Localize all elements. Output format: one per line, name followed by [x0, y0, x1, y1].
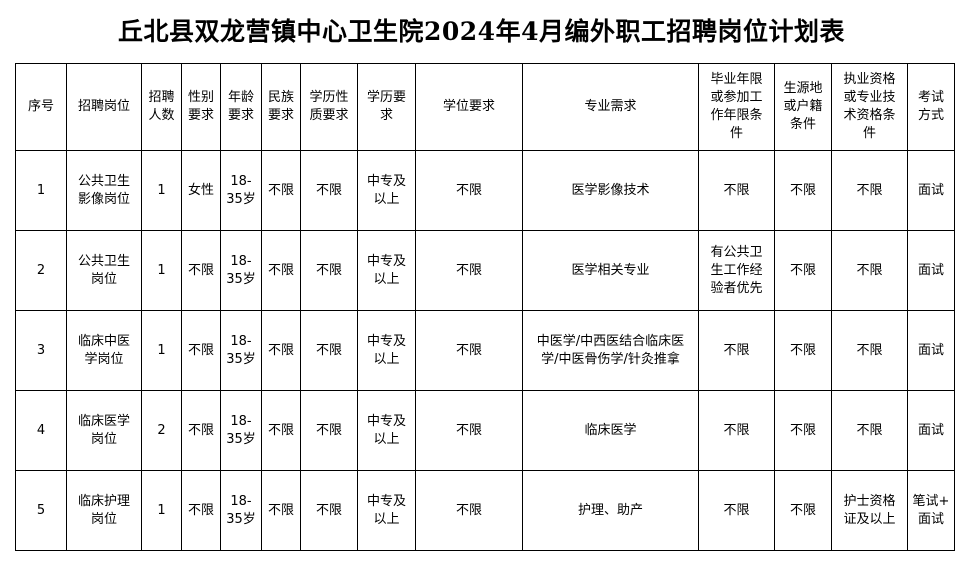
header-work-years: 毕业年限 或参加工 作年限条 件	[698, 63, 775, 151]
cell-qualification: 不限	[831, 150, 908, 231]
cell-major: 医学相关专业	[522, 230, 699, 311]
table-row: 4 临床医学 岗位 2 不限 18- 35岁 不限 不限 中专及 以上 不限 临床医学 不限 不限 不限…	[15, 390, 955, 471]
header-count: 招聘 人数	[141, 63, 182, 151]
header-age: 年龄 要求	[220, 63, 262, 151]
cell-position: 公共卫生 岗位	[66, 230, 142, 311]
cell-degree: 不限	[415, 230, 523, 311]
cell-origin: 不限	[774, 150, 832, 231]
cell-degree: 不限	[415, 310, 523, 391]
cell-count: 1	[141, 230, 182, 311]
cell-degree: 不限	[415, 150, 523, 231]
header-exam-method: 考试 方式	[907, 63, 955, 151]
cell-seq: 1	[15, 150, 67, 231]
header-seq: 序号	[15, 63, 67, 151]
cell-major: 医学影像技术	[522, 150, 699, 231]
recruitment-plan-table: 序号 招聘岗位 招聘 人数 性别 要求 年龄 要求 民族 要求 学历性 质要求 学历要 求学位…	[15, 63, 955, 551]
cell-work-years: 不限	[698, 390, 775, 471]
cell-education: 中专及 以上	[357, 310, 416, 391]
header-origin: 生源地 或户籍 条件	[774, 63, 832, 151]
table-row: 3 临床中医 学岗位 1 不限 18- 35岁 不限 不限 中专及 以上 不限 中医学/中西医结合…	[15, 310, 955, 391]
table-row: 2 公共卫生 岗位 1 不限 18- 35岁 不限 不限 中专及 以上 不限 医学相关专业 有公共卫…	[15, 230, 955, 311]
header-qualification: 执业资格 或专业技 术资格条 件	[831, 63, 908, 151]
cell-qualification: 不限	[831, 230, 908, 311]
cell-major: 临床医学	[522, 390, 699, 471]
cell-edu-type: 不限	[300, 470, 358, 551]
cell-origin: 不限	[774, 310, 832, 391]
cell-edu-type: 不限	[300, 310, 358, 391]
cell-education: 中专及 以上	[357, 470, 416, 551]
cell-ethnicity: 不限	[261, 310, 301, 391]
cell-exam-method: 面试	[907, 390, 955, 471]
cell-exam-method: 面试	[907, 230, 955, 311]
header-degree: 学位要求	[415, 63, 523, 151]
cell-origin: 不限	[774, 230, 832, 311]
cell-age: 18- 35岁	[220, 390, 262, 471]
cell-exam-method: 笔试+ 面试	[907, 470, 955, 551]
cell-qualification: 不限	[831, 310, 908, 391]
cell-ethnicity: 不限	[261, 150, 301, 231]
cell-exam-method: 面试	[907, 310, 955, 391]
cell-work-years: 不限	[698, 150, 775, 231]
cell-education: 中专及 以上	[357, 150, 416, 231]
cell-seq: 3	[15, 310, 67, 391]
table-row: 5 临床护理 岗位 1 不限 18- 35岁 不限 不限 中专及 以上 不限 护理、助产 不限 不限护…	[15, 470, 955, 551]
cell-seq: 5	[15, 470, 67, 551]
cell-gender: 女性	[181, 150, 221, 231]
cell-origin: 不限	[774, 390, 832, 471]
cell-seq: 4	[15, 390, 67, 471]
cell-work-years: 不限	[698, 310, 775, 391]
cell-qualification: 不限	[831, 390, 908, 471]
cell-education: 中专及 以上	[357, 230, 416, 311]
cell-edu-type: 不限	[300, 150, 358, 231]
cell-gender: 不限	[181, 230, 221, 311]
cell-age: 18- 35岁	[220, 310, 262, 391]
cell-work-years: 不限	[698, 470, 775, 551]
cell-major: 护理、助产	[522, 470, 699, 551]
cell-count: 2	[141, 390, 182, 471]
header-position: 招聘岗位	[66, 63, 142, 151]
cell-education: 中专及 以上	[357, 390, 416, 471]
header-gender: 性别 要求	[181, 63, 221, 151]
cell-position: 公共卫生 影像岗位	[66, 150, 142, 231]
cell-age: 18- 35岁	[220, 470, 262, 551]
cell-edu-type: 不限	[300, 390, 358, 471]
cell-work-years: 有公共卫 生工作经 验者优先	[698, 230, 775, 311]
cell-ethnicity: 不限	[261, 230, 301, 311]
cell-position: 临床医学 岗位	[66, 390, 142, 471]
cell-ethnicity: 不限	[261, 470, 301, 551]
cell-degree: 不限	[415, 390, 523, 471]
cell-major: 中医学/中西医结合临床医 学/中医骨伤学/针灸推拿	[522, 310, 699, 391]
cell-degree: 不限	[415, 470, 523, 551]
header-major: 专业需求	[522, 63, 699, 151]
cell-ethnicity: 不限	[261, 390, 301, 471]
header-education: 学历要 求	[357, 63, 416, 151]
header-ethnicity: 民族 要求	[261, 63, 301, 151]
cell-qualification: 护士资格 证及以上	[831, 470, 908, 551]
table-header-row: 序号 招聘岗位 招聘 人数 性别 要求 年龄 要求 民族 要求 学历性 质要求 学历要 求学位…	[15, 63, 955, 151]
table-row: 1 公共卫生 影像岗位 1 女性 18- 35岁 不限 不限 中专及 以上 不限 医学影像技术 不限…	[15, 150, 955, 231]
cell-gender: 不限	[181, 390, 221, 471]
cell-position: 临床中医 学岗位	[66, 310, 142, 391]
cell-gender: 不限	[181, 470, 221, 551]
cell-count: 1	[141, 150, 182, 231]
header-edu-type: 学历性 质要求	[300, 63, 358, 151]
cell-gender: 不限	[181, 310, 221, 391]
cell-edu-type: 不限	[300, 230, 358, 311]
cell-count: 1	[141, 310, 182, 391]
cell-position: 临床护理 岗位	[66, 470, 142, 551]
cell-origin: 不限	[774, 470, 832, 551]
cell-age: 18- 35岁	[220, 150, 262, 231]
cell-count: 1	[141, 470, 182, 551]
page-title: 丘北县双龙营镇中心卫生院2024年4月编外职工招聘岗位计划表	[118, 17, 845, 46]
cell-exam-method: 面试	[907, 150, 955, 231]
cell-seq: 2	[15, 230, 67, 311]
cell-age: 18- 35岁	[220, 230, 262, 311]
